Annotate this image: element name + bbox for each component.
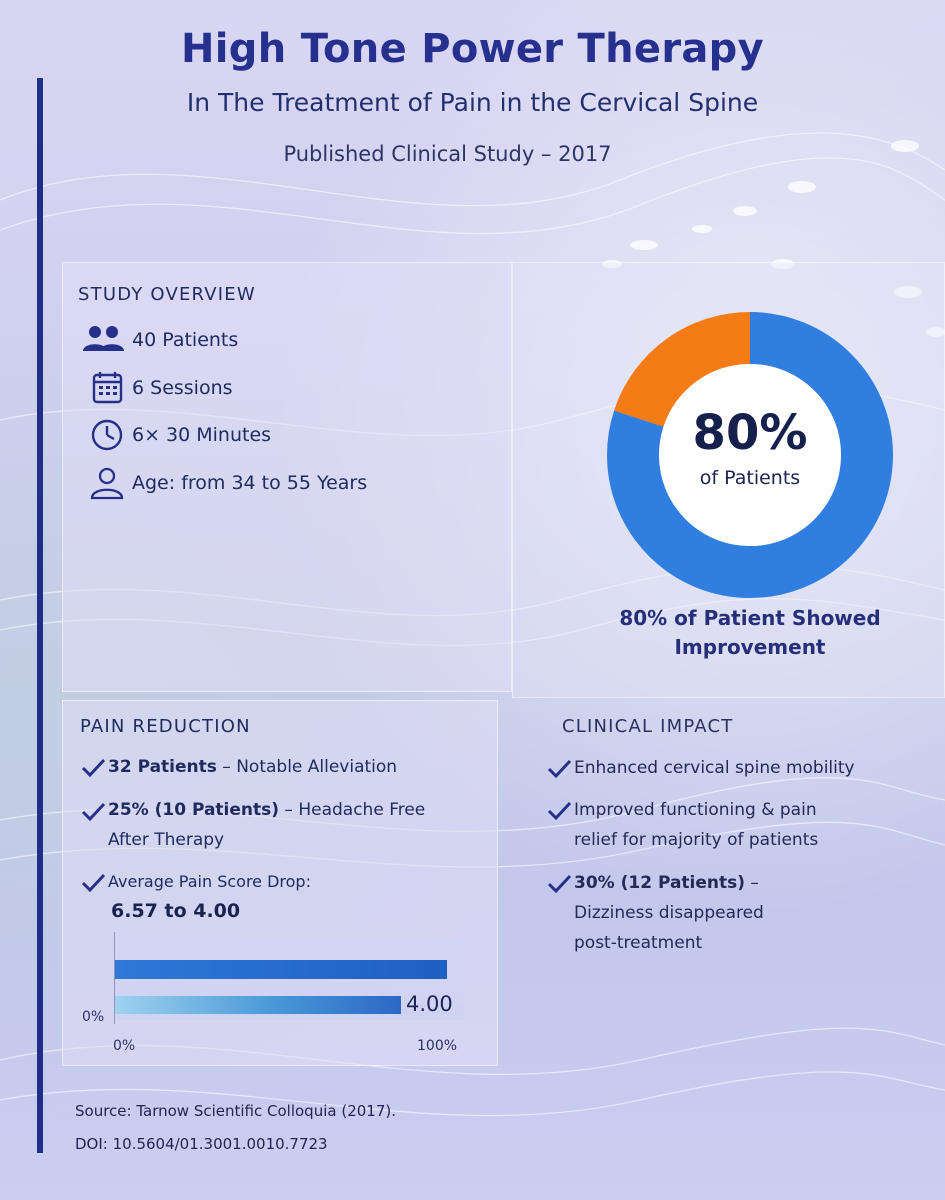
source-citation: Source: Tarnow Scientific Colloquia (201… <box>75 1102 396 1120</box>
patients-icon <box>80 323 132 357</box>
person-icon <box>80 466 132 500</box>
pain-item-bold: 25% (10 Patients) <box>108 800 280 820</box>
pain-item-text: Average Pain Score Drop: <box>108 872 311 891</box>
bar-x-tick-end: 100% <box>417 1038 458 1054</box>
page-subtitle: In The Treatment of Pain in the Cervical… <box>186 88 759 117</box>
overview-item-sessions: 6 Sessions <box>80 371 233 405</box>
pain-score-range: 6.57 to 4.00 <box>111 900 241 922</box>
bar-chart-axis <box>114 932 115 1024</box>
bar-y-tick: 0% <box>82 1009 105 1025</box>
check-icon <box>81 873 106 893</box>
impact-item-line2: Dizziness disappeared <box>574 903 764 923</box>
impact-item-rest: – <box>745 873 759 893</box>
overview-item-patients: 40 Patients <box>80 323 238 357</box>
improvement-caption-line1: 80% of Patient Showed <box>619 606 881 630</box>
check-icon <box>81 758 106 778</box>
pain-score-bar-chart <box>114 932 464 1028</box>
pain-bar-value-label: 4.00 <box>406 992 453 1016</box>
study-overview-heading: STUDY OVERVIEW <box>78 284 256 305</box>
impact-item-line3: post-treatment <box>574 933 703 953</box>
pain-item-rest: – Notable Alleviation <box>216 757 398 777</box>
publication-line: Published Clinical Study – 2017 <box>283 142 612 166</box>
donut-center <box>659 364 841 546</box>
impact-item-bold: 30% (12 Patients) <box>574 873 746 893</box>
impact-item-text: Enhanced cervical spine mobility <box>574 758 855 778</box>
impact-item-mobility: Enhanced cervical spine mobility <box>546 753 855 783</box>
overview-item-age: Age: from 34 to 55 Years <box>80 466 367 500</box>
study-overview-panel <box>62 262 512 692</box>
improvement-caption: 80% of Patient Showed Improvement <box>580 604 920 662</box>
pain-reduction-heading: PAIN REDUCTION <box>80 716 251 737</box>
pain-item-headache: 25% (10 Patients) – Headache Free After … <box>80 795 468 855</box>
check-icon <box>547 759 572 779</box>
calendar-icon <box>80 371 132 405</box>
impact-item-line1: Improved functioning & pain <box>574 800 817 820</box>
bar-x-tick-start: 0% <box>113 1038 136 1054</box>
accent-bar <box>37 78 43 1153</box>
pain-item-alleviation: 32 Patients – Notable Alleviation <box>80 752 397 782</box>
improvement-caption-line2: Improvement <box>674 635 826 659</box>
pain-item-score-drop: Average Pain Score Drop: <box>80 867 311 897</box>
donut-other-arc <box>607 312 893 598</box>
pain-bar-before <box>114 960 447 979</box>
impact-item-line2: relief for majority of patients <box>574 830 819 850</box>
improvement-sub-label: of Patients <box>699 467 801 489</box>
overview-text: 6× 30 Minutes <box>132 424 272 446</box>
pain-item-bold: 32 Patients <box>108 757 217 777</box>
overview-item-duration: 6× 30 Minutes <box>80 418 271 452</box>
clinical-impact-heading: CLINICAL IMPACT <box>562 716 734 737</box>
check-icon <box>547 801 572 821</box>
check-icon <box>547 874 572 894</box>
impact-item-functioning: Improved functioning & pain relief for m… <box>546 795 818 855</box>
impact-item-dizziness: 30% (12 Patients) – Dizziness disappeare… <box>546 868 764 958</box>
check-icon <box>81 802 106 822</box>
pain-item-rest: – Headache Free <box>279 800 426 820</box>
pain-bar-after <box>114 996 401 1014</box>
improvement-donut-chart <box>607 312 893 598</box>
page-title: High Tone Power Therapy <box>181 26 764 72</box>
clock-icon <box>80 418 132 452</box>
overview-text: 6 Sessions <box>132 377 233 399</box>
pain-item-line2: After Therapy <box>108 830 225 850</box>
overview-text: 40 Patients <box>132 329 239 351</box>
improvement-percent: 80% <box>692 405 808 461</box>
overview-text: Age: from 34 to 55 Years <box>132 472 368 494</box>
source-doi: DOI: 10.5604/01.3001.0010.7723 <box>75 1135 328 1153</box>
